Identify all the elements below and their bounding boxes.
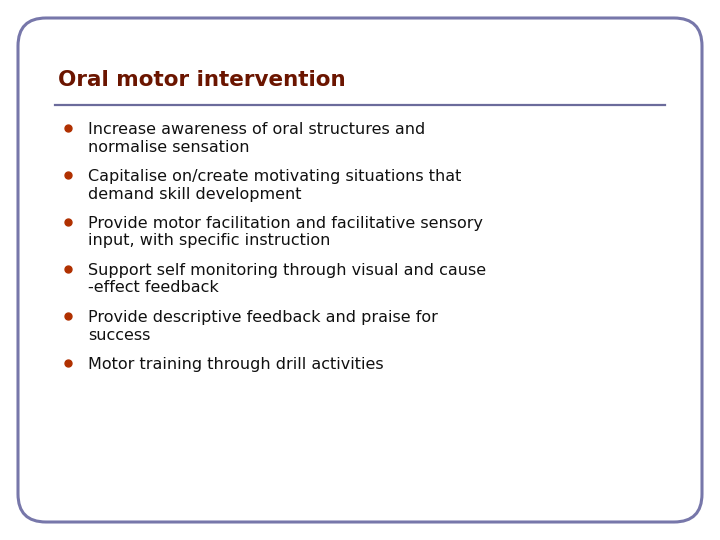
Text: normalise sensation: normalise sensation: [88, 139, 250, 154]
Text: Oral motor intervention: Oral motor intervention: [58, 70, 346, 90]
Text: Provide descriptive feedback and praise for: Provide descriptive feedback and praise …: [88, 310, 438, 325]
Text: Capitalise on/create motivating situations that: Capitalise on/create motivating situatio…: [88, 169, 462, 184]
Text: Provide motor facilitation and facilitative sensory: Provide motor facilitation and facilitat…: [88, 216, 483, 231]
Text: demand skill development: demand skill development: [88, 186, 302, 201]
Text: Support self monitoring through visual and cause: Support self monitoring through visual a…: [88, 263, 486, 278]
FancyBboxPatch shape: [18, 18, 702, 522]
Text: input, with specific instruction: input, with specific instruction: [88, 233, 330, 248]
Text: Increase awareness of oral structures and: Increase awareness of oral structures an…: [88, 122, 426, 137]
Text: -effect feedback: -effect feedback: [88, 280, 219, 295]
Text: Motor training through drill activities: Motor training through drill activities: [88, 357, 384, 372]
Text: success: success: [88, 327, 150, 342]
